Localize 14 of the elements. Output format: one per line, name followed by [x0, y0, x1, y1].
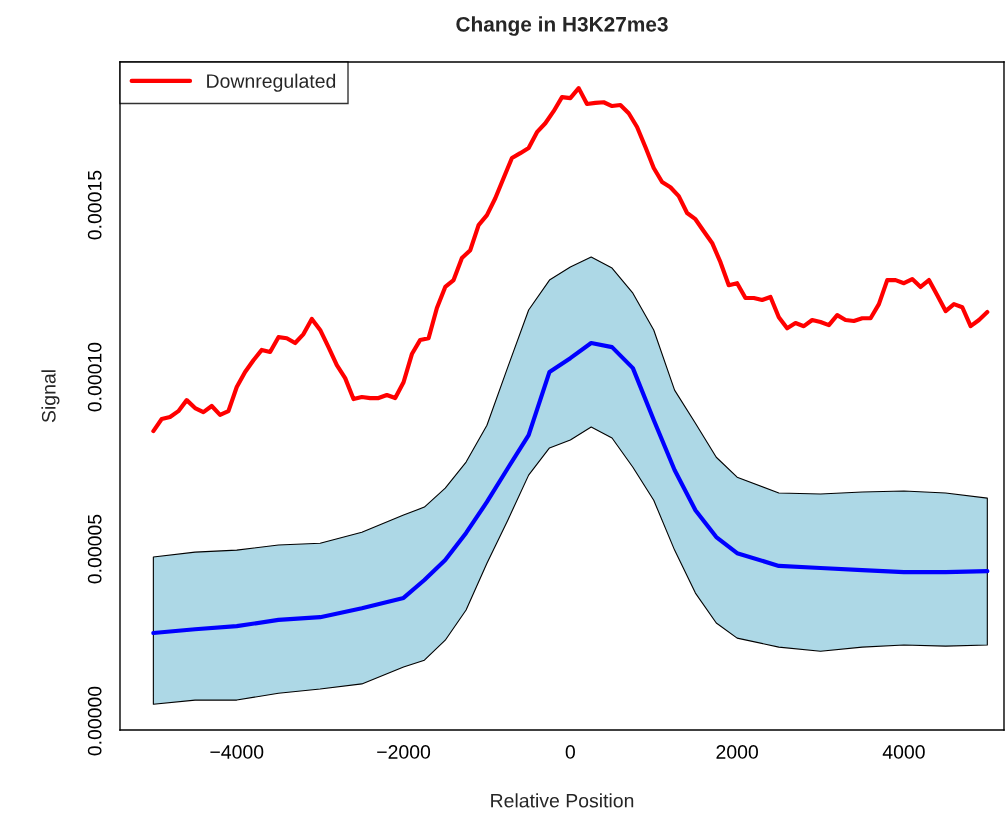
- x-tick-label: −4000: [210, 745, 264, 759]
- x-tick-label: 0: [565, 745, 575, 759]
- x-tick-label: 4000: [882, 745, 925, 759]
- line-series: [151, 340, 990, 636]
- x-tick-label: 2000: [716, 745, 758, 759]
- x-tick-label: −2000: [377, 745, 431, 759]
- y-tick-label: 0.00005: [87, 514, 102, 584]
- x-axis-title: Relative Position: [491, 793, 634, 808]
- legend-label: Downregulated: [207, 73, 336, 92]
- chart-title: Change in H3K27me3: [456, 16, 668, 36]
- y-tick-label: 0.00000: [87, 686, 102, 756]
- y-tick-label: 0.00010: [87, 342, 102, 412]
- y-tick-label: 0.00015: [87, 170, 102, 240]
- y-axis-title: Signal: [41, 370, 60, 423]
